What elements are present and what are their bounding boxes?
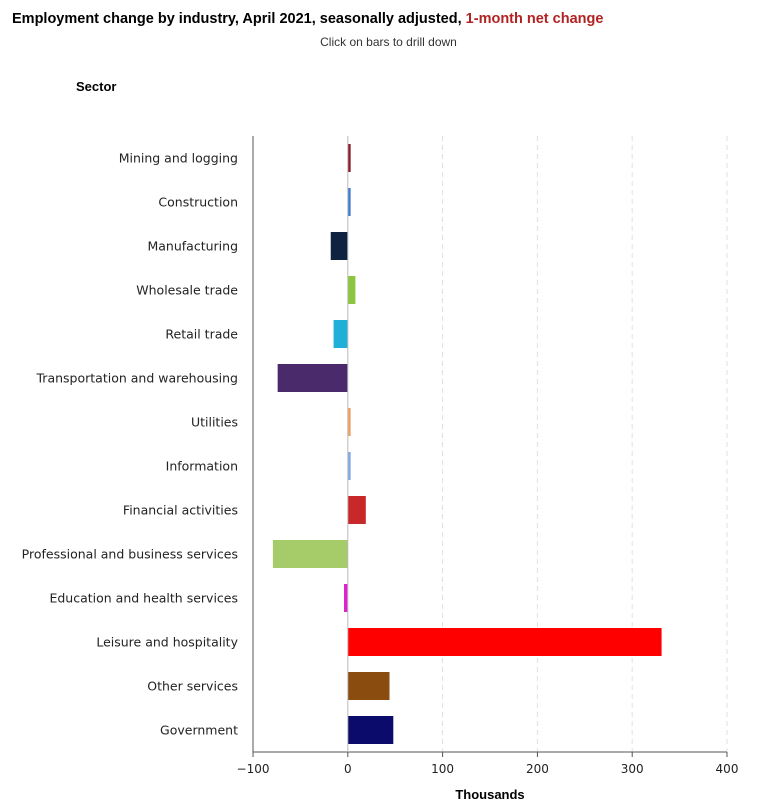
chart-title-highlight: 1-month net change — [465, 11, 604, 27]
bar[interactable] — [347, 144, 351, 172]
x-axis-label: Thousands — [455, 787, 524, 802]
bar[interactable] — [344, 584, 348, 612]
bar[interactable] — [347, 672, 390, 700]
category-label: Transportation and warehousing — [36, 371, 239, 386]
y-axis-title: Sector — [76, 79, 117, 94]
chart-title-main: Employment change by industry, April 202… — [12, 11, 466, 27]
x-tick-label: 300 — [621, 762, 644, 776]
category-label: Retail trade — [165, 327, 238, 342]
category-labels: Mining and logging Construction Manufactur… — [22, 151, 239, 738]
bar[interactable] — [347, 496, 366, 524]
category-label: Leisure and hospitality — [96, 635, 238, 650]
bar[interactable] — [347, 452, 351, 480]
chart-title: Employment change by industry, April 202… — [12, 11, 603, 27]
bar[interactable] — [347, 628, 662, 656]
category-label: Construction — [158, 195, 238, 210]
bar[interactable] — [277, 364, 348, 392]
bar[interactable] — [347, 188, 351, 216]
category-label: Utilities — [191, 415, 238, 430]
chart-subtitle: Click on bars to drill down — [320, 35, 457, 49]
grid-lines — [442, 136, 728, 752]
bar[interactable] — [333, 320, 348, 348]
category-label: Financial activities — [123, 503, 238, 518]
category-label: Wholesale trade — [136, 283, 238, 298]
bar[interactable] — [347, 408, 351, 436]
category-label: Information — [166, 459, 238, 474]
x-tick-label: 200 — [526, 762, 549, 776]
x-tick-label: 100 — [431, 762, 454, 776]
category-label: Mining and logging — [119, 151, 238, 166]
bar[interactable] — [347, 716, 394, 744]
x-tick-labels: −100 0 100 200 300 400 — [237, 762, 739, 776]
x-tick-label: −100 — [237, 762, 270, 776]
x-tick-label: 0 — [344, 762, 352, 776]
bar[interactable] — [347, 276, 356, 304]
category-label: Professional and business services — [22, 547, 238, 562]
category-label: Education and health services — [49, 591, 238, 606]
category-label: Manufacturing — [147, 239, 238, 254]
bar[interactable] — [272, 540, 348, 568]
category-label: Government — [160, 723, 238, 738]
axes — [252, 136, 728, 757]
category-label: Other services — [147, 679, 238, 694]
bars — [272, 144, 662, 744]
x-tick-label: 400 — [716, 762, 739, 776]
bar[interactable] — [330, 232, 348, 260]
